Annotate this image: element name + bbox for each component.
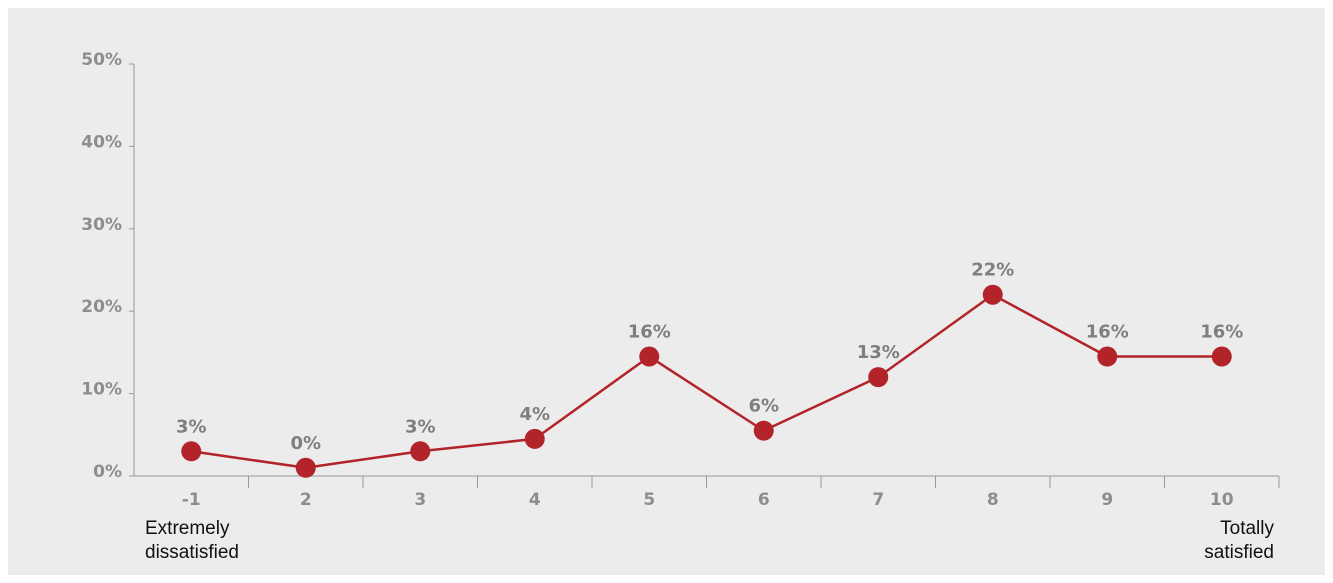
data-label: 16%	[628, 322, 671, 343]
data-point	[410, 441, 431, 462]
data-label: 6%	[748, 396, 779, 417]
data-point	[982, 284, 1003, 305]
series-line	[191, 293, 1222, 470]
x-tick-label: 2	[300, 490, 312, 510]
x-tick-label: 4	[529, 490, 541, 510]
data-point	[868, 367, 889, 388]
data-label: 3%	[176, 416, 207, 437]
x-end-label-left: Extremely	[145, 518, 230, 539]
x-tick-label: 8	[987, 490, 999, 510]
x-tick-label: 7	[872, 490, 884, 510]
x-tick-label: -1	[182, 490, 201, 510]
y-tick-label: 0%	[93, 462, 122, 482]
data-point	[639, 346, 660, 367]
data-label: 4%	[519, 404, 550, 425]
x-tick-label: 5	[643, 490, 655, 510]
data-point	[1097, 346, 1118, 367]
data-point	[524, 428, 545, 449]
data-point	[1211, 346, 1232, 367]
y-tick-label: 30%	[81, 215, 122, 235]
x-end-label-left: dissatisfied	[145, 542, 239, 563]
x-end-label-right: satisfied	[1204, 542, 1274, 563]
data-label: 16%	[1086, 322, 1129, 343]
data-point	[181, 441, 202, 462]
x-tick-label: 6	[758, 490, 770, 510]
data-label: 22%	[971, 260, 1014, 281]
data-label: 3%	[405, 416, 436, 437]
x-end-label-right: Totally	[1220, 518, 1274, 539]
y-tick-label: 20%	[81, 297, 122, 317]
x-tick-label: 10	[1210, 490, 1234, 510]
data-point	[753, 420, 774, 441]
chart-panel	[8, 8, 1325, 575]
x-tick-label: 3	[414, 490, 426, 510]
data-point	[295, 457, 316, 478]
data-label: 16%	[1200, 322, 1243, 343]
data-label: 0%	[290, 433, 321, 454]
y-tick-label: 50%	[81, 50, 122, 70]
data-label: 13%	[857, 342, 900, 363]
y-tick-label: 10%	[81, 380, 122, 400]
y-tick-label: 40%	[81, 132, 122, 152]
x-tick-label: 9	[1101, 490, 1113, 510]
